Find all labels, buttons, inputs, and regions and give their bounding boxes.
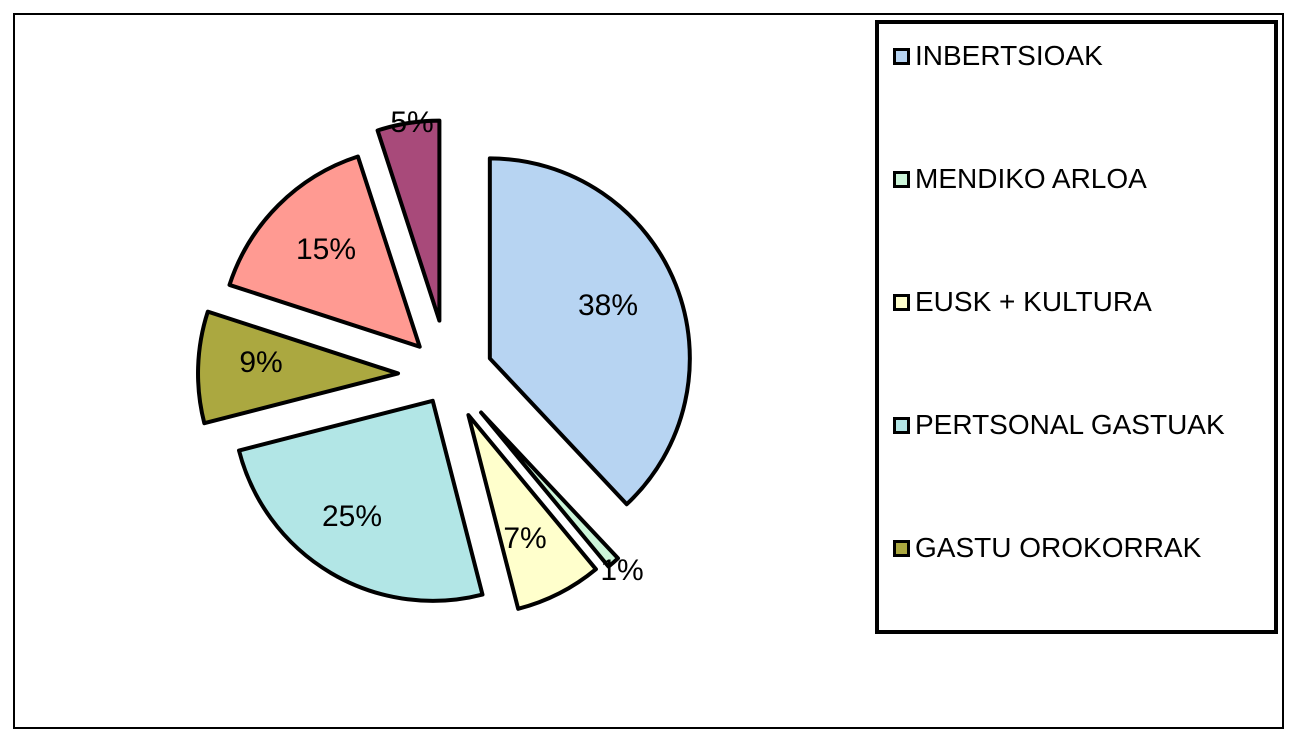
data-label: 1% [600,554,643,587]
legend-swatch [893,47,910,65]
legend-swatch [893,293,910,311]
legend-label: MENDIKO ARLOA [915,163,1147,194]
pie-slice-inbertsioak [487,156,692,507]
data-label: 15% [296,233,356,266]
legend-swatch [893,539,910,557]
data-label: 9% [239,346,282,379]
data-label: 7% [503,522,546,555]
legend-item-pertsonal-gastuak: PERTSONAL GASTUAK [893,409,1225,441]
legend-item-mendiko-arloa: MENDIKO ARLOA [893,163,1147,195]
pie-slices [196,118,692,611]
legend-label: EUSK + KULTURA [915,286,1152,317]
pie-slice-unlabeled-5 [227,154,422,349]
data-label: 5% [390,106,433,139]
data-label: 38% [578,289,638,322]
pie-data-labels: 38% 1% 7% 25% 9% 15% 5% [239,106,643,587]
legend-label: INBERTSIOAK [915,40,1103,71]
legend-item-eusk-kultura: EUSK + KULTURA [893,286,1152,318]
chart-legend: INBERTSIOAK MENDIKO ARLOA EUSK + KULTURA… [875,20,1278,634]
data-label: 25% [322,500,382,533]
legend-item-inbertsioak: INBERTSIOAK [893,40,1103,72]
legend-item-gastu-orokorrak: GASTU OROKORRAK [893,532,1201,564]
legend-swatch [893,170,910,188]
legend-label: PERTSONAL GASTUAK [915,409,1225,440]
pie-slice-unlabeled-6 [375,118,442,323]
pie-slice-gastu-orokorrak [196,309,401,426]
legend-swatch [893,416,910,434]
legend-label: GASTU OROKORRAK [915,532,1202,563]
pie-slice-pertsonal-gastuak [237,398,485,603]
pie-slice-eusk-kultura [466,413,598,611]
pie-slice-mendiko-arloa [479,410,620,569]
